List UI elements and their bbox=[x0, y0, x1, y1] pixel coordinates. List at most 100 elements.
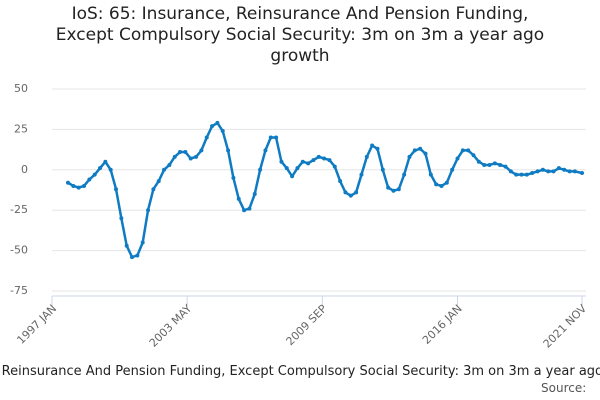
data-point bbox=[204, 135, 209, 140]
data-point bbox=[66, 180, 71, 185]
data-point bbox=[327, 158, 332, 163]
data-point bbox=[455, 156, 460, 161]
data-point bbox=[290, 174, 295, 179]
data-point bbox=[146, 208, 151, 213]
data-point bbox=[476, 159, 481, 164]
data-point bbox=[492, 161, 497, 166]
data-point bbox=[450, 167, 455, 172]
data-point bbox=[183, 150, 188, 155]
data-point bbox=[295, 166, 300, 171]
data-point bbox=[519, 172, 524, 177]
data-point bbox=[316, 154, 321, 159]
data-point bbox=[274, 135, 279, 140]
data-point bbox=[466, 148, 471, 153]
data-point bbox=[258, 167, 263, 172]
data-point bbox=[188, 156, 193, 161]
data-point bbox=[98, 166, 103, 171]
data-point bbox=[332, 164, 337, 169]
data-point bbox=[434, 182, 439, 187]
data-point bbox=[92, 172, 97, 177]
data-point bbox=[82, 183, 87, 188]
data-point bbox=[114, 187, 119, 192]
data-point bbox=[551, 169, 556, 174]
data-point bbox=[359, 172, 364, 177]
data-point bbox=[423, 151, 428, 156]
data-point bbox=[444, 180, 449, 185]
data-point bbox=[178, 150, 183, 155]
data-point bbox=[322, 156, 327, 161]
data-point bbox=[386, 185, 391, 190]
data-point bbox=[460, 148, 465, 153]
data-line bbox=[67, 121, 583, 259]
data-point bbox=[252, 192, 257, 197]
data-point bbox=[572, 169, 577, 174]
data-point bbox=[498, 162, 503, 167]
data-point bbox=[396, 187, 401, 192]
data-point bbox=[580, 171, 584, 176]
data-point bbox=[76, 185, 81, 190]
data-point bbox=[535, 169, 540, 174]
data-point bbox=[343, 190, 348, 195]
data-point bbox=[540, 167, 545, 172]
data-point bbox=[130, 255, 135, 260]
data-point bbox=[268, 135, 273, 140]
data-point bbox=[103, 159, 108, 164]
y-tick-label: 50 bbox=[14, 82, 28, 95]
data-point bbox=[172, 154, 177, 159]
data-point bbox=[199, 148, 204, 153]
data-point bbox=[210, 124, 215, 129]
data-point bbox=[482, 162, 487, 167]
data-point bbox=[311, 158, 316, 163]
data-point bbox=[428, 172, 433, 177]
data-point bbox=[263, 148, 268, 153]
data-point bbox=[279, 159, 284, 164]
x-tick-label: 2003 MAY bbox=[147, 302, 195, 350]
data-point bbox=[156, 179, 161, 184]
y-tick-label: 25 bbox=[14, 122, 28, 135]
y-tick-label: -50 bbox=[10, 244, 28, 257]
y-tick-label: -75 bbox=[10, 284, 28, 297]
scrolling-caption: IoS: 65: Insurance, Reinsurance And Pens… bbox=[0, 364, 600, 382]
data-point bbox=[300, 159, 305, 164]
data-point bbox=[530, 171, 535, 176]
data-point bbox=[487, 162, 492, 167]
data-point bbox=[380, 167, 385, 172]
y-tick-label: 0 bbox=[21, 163, 28, 176]
data-point bbox=[151, 187, 156, 192]
data-point bbox=[119, 216, 124, 221]
data-point bbox=[167, 162, 172, 167]
x-tick-label: 2021 NOV bbox=[541, 302, 590, 351]
data-point bbox=[215, 120, 220, 125]
data-point bbox=[471, 153, 476, 158]
data-point bbox=[71, 183, 76, 188]
data-point bbox=[135, 253, 140, 258]
data-point bbox=[524, 172, 529, 177]
data-point bbox=[546, 169, 551, 174]
data-point bbox=[338, 179, 343, 184]
data-point bbox=[412, 148, 417, 153]
data-point bbox=[108, 167, 113, 172]
data-point bbox=[508, 169, 513, 174]
data-point bbox=[556, 166, 561, 171]
data-point bbox=[439, 183, 444, 188]
data-point bbox=[418, 146, 423, 151]
x-tick-label: 2016 JAN bbox=[420, 302, 465, 347]
source: Source: bbox=[541, 381, 587, 395]
caption-text: IoS: 65: Insurance, Reinsurance And Pens… bbox=[0, 364, 600, 379]
data-point bbox=[354, 190, 359, 195]
x-tick-label: 2009 SEP bbox=[284, 302, 330, 348]
data-point bbox=[220, 129, 225, 134]
data-point bbox=[567, 169, 572, 174]
data-point bbox=[391, 188, 396, 193]
data-point bbox=[242, 208, 247, 213]
data-point bbox=[226, 148, 231, 153]
data-point bbox=[402, 172, 407, 177]
data-point bbox=[194, 154, 199, 159]
chart-title: IoS: 65: Insurance, Reinsurance And Pens… bbox=[55, 4, 545, 66]
data-point bbox=[231, 175, 236, 180]
data-point bbox=[370, 143, 375, 148]
data-point bbox=[87, 177, 92, 182]
data-point bbox=[375, 146, 380, 151]
